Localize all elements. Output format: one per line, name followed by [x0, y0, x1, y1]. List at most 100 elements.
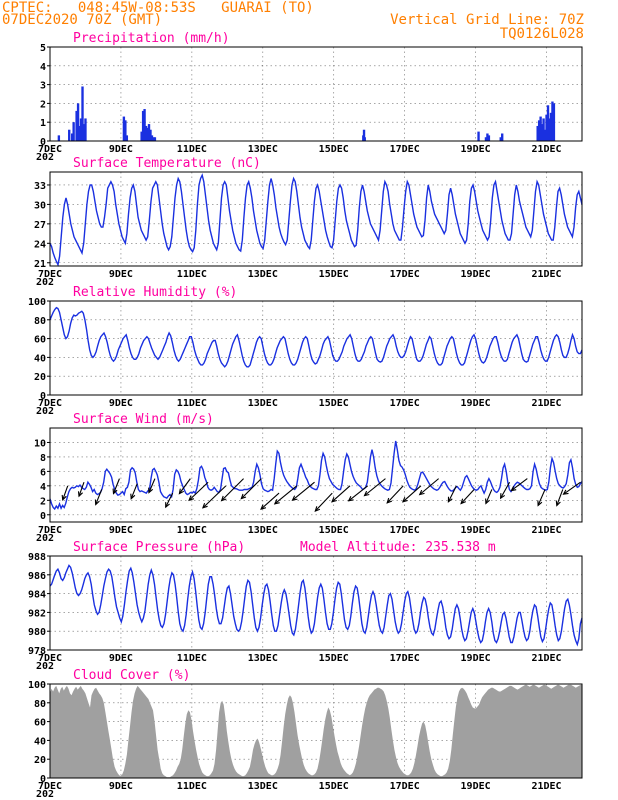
wind-vector-arrowhead	[291, 495, 298, 501]
rh-ytick-label: 20	[34, 372, 46, 383]
wind-vector-arrowhead	[347, 496, 354, 502]
wind-year-stub: 202	[36, 533, 54, 544]
precip-ytick-label: 0	[40, 137, 46, 148]
wind-vector-arrow	[500, 481, 511, 499]
wind-vector-arrowhead	[178, 488, 185, 495]
psfc-xtick-label: 17DEC	[390, 653, 420, 664]
wind-vector-arrow	[178, 478, 191, 494]
cloud-panel-title: Cloud Cover (%)	[73, 668, 190, 683]
wind-vector-arrowhead	[148, 487, 154, 494]
wind-xtick-label: 11DEC	[177, 525, 207, 536]
wind-vector-arrow	[402, 485, 422, 503]
precip-bar	[537, 120, 541, 141]
precip-bar	[147, 124, 151, 141]
precip-bar	[539, 116, 542, 141]
precip-bar	[536, 125, 539, 141]
precip-xtick-label: 15DEC	[319, 144, 349, 155]
psfc-xtick-label: 7DEC	[38, 653, 62, 664]
precip-bar	[551, 101, 554, 141]
precip-bar	[140, 131, 143, 141]
precip-bar	[487, 135, 491, 141]
cloud-ytick-label: 80	[34, 699, 46, 710]
precip-bar	[78, 125, 81, 141]
wind-vector-arrowhead	[273, 499, 280, 505]
precip-bar	[84, 118, 87, 141]
precip-bar	[499, 137, 502, 141]
wind-vector-arrowhead	[314, 506, 321, 513]
temp-xtick-label: 15DEC	[319, 269, 349, 280]
temp-xtick-label: 21DEC	[531, 269, 561, 280]
precip-bar	[486, 133, 489, 141]
wind-vector-arrowhead	[94, 499, 100, 506]
precip-bar	[125, 135, 129, 141]
cloud-ytick-label: 60	[34, 718, 46, 729]
precip-bar	[75, 110, 78, 141]
header-model-label: TQ0126L028	[499, 26, 584, 42]
wind-vector-arrow	[260, 492, 280, 510]
temp-ytick-label: 30	[34, 200, 46, 211]
wind-vector-arrow	[165, 492, 174, 508]
precip-bar	[57, 135, 61, 141]
cloud-xtick-label: 21DEC	[531, 781, 561, 792]
precip-bar	[122, 116, 126, 141]
wind-vector-arrowhead	[386, 497, 393, 504]
precip-bar	[546, 105, 550, 141]
wind-vector-arrow	[556, 489, 564, 506]
wind-ytick-label: 10	[34, 438, 46, 449]
temp-xtick-label: 19DEC	[461, 269, 491, 280]
temp-xtick-label: 17DEC	[390, 269, 420, 280]
wind-vector-arrowhead	[331, 496, 337, 503]
temp-xtick-label: 13DEC	[248, 269, 278, 280]
precip-bar	[542, 118, 545, 141]
cloud-xtick-label: 15DEC	[319, 781, 349, 792]
wind-xtick-label: 17DEC	[390, 525, 420, 536]
wind-vector-arrow	[447, 485, 457, 503]
cloud-ytick-label: 100	[28, 680, 46, 691]
wind-vector-arrow	[314, 492, 333, 512]
precip-bar	[549, 112, 553, 141]
wind-vector-arrow	[62, 485, 69, 501]
cloud-panel-frame	[49, 683, 583, 779]
psfc-ytick-label: 978	[28, 646, 46, 657]
wind-vector-arrow	[563, 481, 581, 495]
precip-xtick-label: 7DEC	[38, 144, 62, 155]
wind-vector-arrowhead	[363, 490, 370, 497]
wind-xtick-label: 13DEC	[248, 525, 278, 536]
wind-vector-arrowhead	[61, 494, 67, 501]
precip-bar	[153, 137, 157, 141]
psfc-xtick-label: 19DEC	[461, 653, 491, 664]
rh-panel-frame	[49, 300, 583, 396]
rh-xtick-label: 17DEC	[390, 398, 420, 409]
temp-xtick-label: 7DEC	[38, 269, 62, 280]
wind-vector-arrowhead	[537, 500, 543, 507]
rh-xtick-label: 19DEC	[461, 398, 491, 409]
temp-xtick-label: 11DEC	[177, 269, 207, 280]
precip-bar	[144, 125, 148, 141]
wind-vector-arrow	[331, 485, 351, 503]
psfc-ytick-label: 980	[28, 627, 46, 638]
precip-bar	[70, 133, 74, 141]
wind-vector-arrow	[419, 478, 440, 496]
temp-xtick-label: 9DEC	[109, 269, 133, 280]
precip-ytick-label: 5	[40, 43, 46, 54]
precip-bar	[141, 110, 145, 141]
precip-bar	[477, 131, 480, 141]
wind-series-line	[49, 440, 583, 511]
psfc-panel-title: Surface Pressure (hPa)	[73, 540, 245, 555]
precip-ytick-label: 1	[40, 118, 46, 129]
psfc-ytick-label: 984	[28, 590, 46, 601]
wind-vector-arrow	[510, 478, 528, 492]
wind-vector-arrowhead	[555, 500, 561, 507]
temp-ytick-label: 24	[34, 239, 46, 250]
wind-vector-arrow	[386, 485, 404, 504]
precip-bar	[68, 129, 71, 141]
precip-ytick-label: 3	[40, 81, 46, 92]
precip-bar	[76, 103, 80, 141]
wind-vector-arrowhead	[260, 504, 267, 510]
cloud-ytick-label: 0	[40, 774, 46, 785]
rh-ytick-label: 60	[34, 335, 46, 346]
precip-bar	[543, 129, 547, 141]
wind-vector-arrow	[112, 478, 120, 494]
psfc-panel-frame	[49, 555, 583, 651]
precip-bar	[143, 109, 146, 141]
